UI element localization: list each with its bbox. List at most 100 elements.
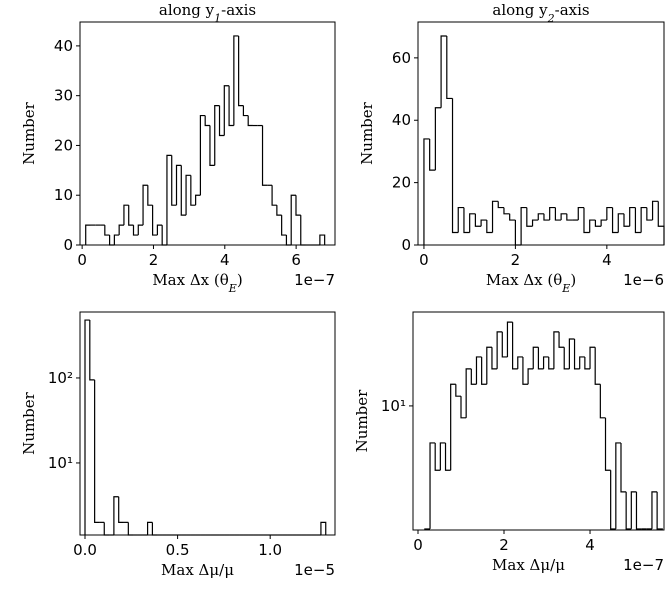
histogram-bin (527, 368, 534, 385)
histogram-bin (514, 220, 522, 246)
histogram-bin (611, 207, 619, 234)
axes-frame (417, 21, 665, 246)
histogram-bin (577, 206, 584, 221)
histogram-bin (475, 356, 482, 385)
axes-frame (79, 21, 336, 246)
histogram-bin (247, 115, 253, 127)
histogram-bin (620, 442, 627, 493)
histogram-bin (218, 105, 225, 137)
offset-text: 1e−6 (623, 271, 664, 289)
histogram-bin (532, 346, 539, 369)
x-tick-label: 0.5 (166, 541, 190, 559)
x-axis-label: Max Δx (θE) (152, 271, 242, 295)
histogram-bin (429, 138, 436, 171)
histogram-bin (594, 220, 602, 227)
panel-title-part: along y (159, 1, 215, 19)
histogram-bin (548, 356, 554, 370)
histogram-bin (599, 384, 606, 419)
histogram-bin (113, 234, 120, 245)
histogram-bin (185, 174, 191, 216)
y-tick-label: 40 (54, 37, 73, 55)
y-tick-label: 60 (392, 49, 411, 67)
histogram-bin (634, 207, 642, 234)
x-axis-label-part: Max Δμ/μ (161, 561, 234, 579)
histogram-bin (156, 224, 163, 236)
histogram-bin (84, 319, 90, 535)
histogram-bin (512, 322, 518, 370)
histogram-bin (583, 207, 590, 234)
x-tick-label: 6 (291, 251, 301, 269)
histogram-bin (199, 114, 206, 196)
x-axis-label-part: E (561, 282, 570, 295)
histogram-bin (451, 98, 459, 234)
histogram-bin (285, 235, 292, 246)
histogram-bin (517, 356, 523, 369)
panel-title: along y2-axis (492, 1, 589, 25)
histogram-bin (123, 204, 129, 226)
histogram-bin (444, 442, 451, 471)
histogram-bin (190, 175, 196, 206)
histogram-bin (152, 205, 158, 236)
histogram-bin (646, 207, 653, 221)
histogram-bin (440, 35, 447, 108)
histogram-bin (542, 356, 549, 369)
histogram-bin (465, 368, 472, 418)
histogram-bin (509, 213, 516, 221)
x-tick-label: 0.0 (73, 541, 97, 559)
histogram-bin (520, 206, 527, 245)
histogram-bin (560, 213, 567, 221)
x-axis-label-part: E (228, 282, 237, 295)
histogram-bin (161, 225, 167, 246)
histogram-bin (455, 384, 461, 397)
histogram-bin (497, 201, 504, 209)
histogram-bin (579, 356, 585, 369)
x-axis-label: Max Δμ/μ (161, 561, 234, 579)
x-axis-label: Max Δμ/μ (492, 556, 565, 574)
histogram-bin (439, 442, 446, 471)
histogram-bin (295, 195, 301, 216)
histogram-bin (460, 396, 467, 419)
histogram-bin (463, 207, 470, 234)
histogram-bin (142, 184, 148, 226)
histogram-bin (261, 125, 268, 186)
x-tick-label: 0 (413, 536, 423, 554)
histogram-bin (543, 213, 550, 221)
histogram-bin (625, 491, 632, 530)
histogram-bin (209, 125, 215, 166)
panel-title-part: -axis (221, 1, 256, 19)
histogram-bin (617, 213, 624, 233)
histogram-bin (554, 207, 562, 221)
histogram-bin (457, 206, 464, 233)
histogram-bin (146, 521, 153, 535)
histogram-bin (589, 346, 596, 369)
x-tick-label: 4 (585, 536, 595, 554)
histogram-bin (204, 115, 210, 127)
histogram-bin (446, 36, 453, 100)
x-axis-label-part: Max Δx (θ (486, 271, 562, 289)
axes-frame (79, 311, 336, 536)
histogram-bin (151, 522, 158, 536)
offset-text: 1e−7 (623, 556, 664, 574)
histogram-bin (423, 138, 430, 245)
histogram-bin (635, 491, 642, 530)
histogram-bin (89, 320, 95, 381)
histogram-bin (85, 224, 91, 245)
histogram-bin (276, 205, 282, 216)
histogram-bin (503, 207, 510, 215)
histogram-bin (553, 331, 560, 369)
panel-title-part: -axis (555, 1, 590, 19)
histogram-bin (137, 224, 144, 236)
histogram-bin (481, 356, 487, 385)
panel-title-part: 1 (214, 12, 221, 25)
histogram-bin (228, 85, 234, 127)
histogram-bin (491, 347, 498, 370)
histogram-bin (496, 331, 503, 369)
histogram-bin (491, 200, 499, 233)
histogram-bin (147, 185, 153, 206)
histogram-bin (171, 155, 177, 206)
histogram-bin (118, 224, 124, 236)
histogram-bin (531, 219, 539, 227)
histogram-bin (501, 331, 508, 358)
histogram-bin (604, 417, 611, 471)
y-axis-label: Number (353, 389, 371, 452)
